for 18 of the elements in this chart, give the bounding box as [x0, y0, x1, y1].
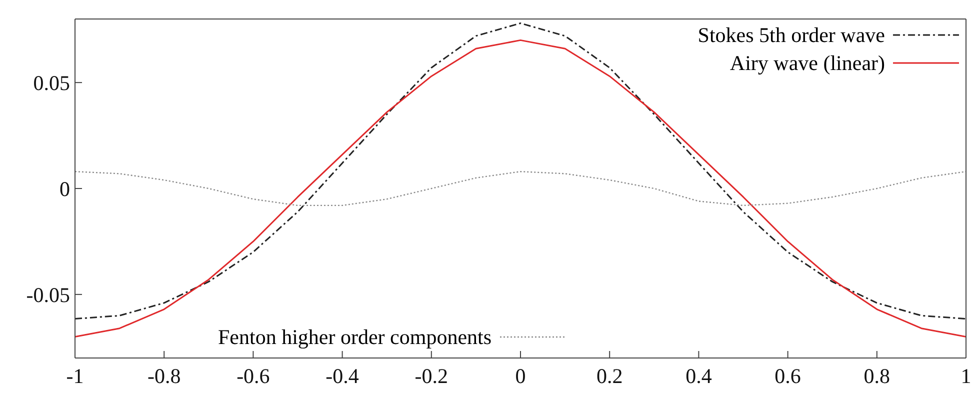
legend-label: Stokes 5th order wave [698, 22, 885, 48]
x-tick-label: 1 [960, 364, 972, 388]
y-tick-label: 0 [60, 176, 70, 201]
x-tick-label: 0.4 [686, 364, 712, 388]
y-tick-label: -0.05 [26, 282, 70, 307]
x-tick-label: -0.2 [414, 364, 448, 388]
x-tick-label: -0.8 [147, 364, 181, 388]
x-tick-label: 0.2 [596, 364, 623, 388]
x-tick-label: 0.8 [864, 364, 890, 388]
x-tick-label: -0.6 [236, 364, 270, 388]
line-series [75, 170, 966, 206]
legend-label: Fenton higher order components [218, 324, 492, 350]
legend-label: Airy wave (linear) [730, 50, 885, 76]
x-tick-label: 0 [515, 364, 526, 388]
y-tick-label: 0.05 [33, 71, 70, 96]
x-tick-label: -1 [66, 364, 84, 388]
x-tick-label: 0.6 [774, 364, 801, 388]
x-tick-label: -0.4 [326, 364, 360, 388]
